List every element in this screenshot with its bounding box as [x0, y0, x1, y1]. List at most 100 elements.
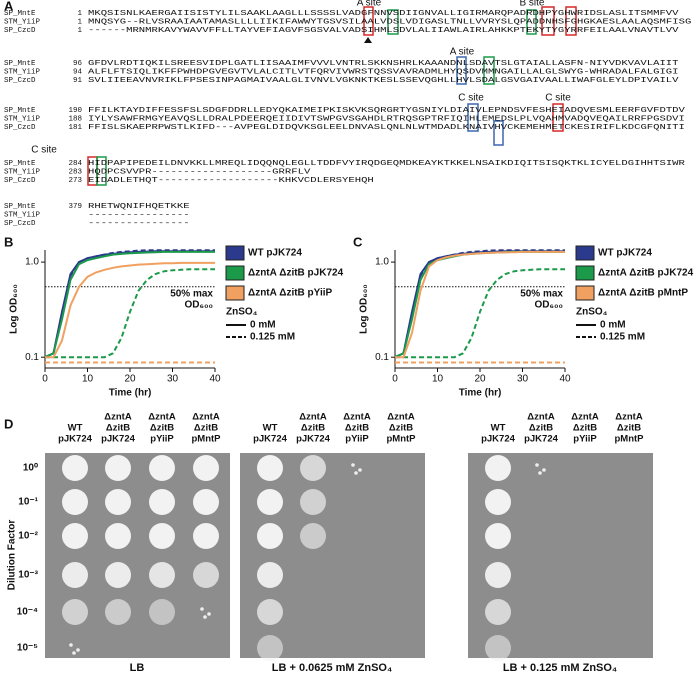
legend-swatch: [575, 265, 595, 281]
colony-spot: [149, 599, 175, 625]
sequence: SVLIIEEAVNVRIKLFPSESINPAGMAIVAALGLIVNVLV…: [88, 77, 679, 85]
colony: [200, 607, 204, 611]
colony: [354, 471, 358, 475]
strain-label: ΔzitB: [529, 423, 553, 434]
colony-spot: [257, 455, 283, 481]
site-box: [387, 9, 399, 35]
panel-label: D: [4, 416, 13, 431]
strain-label: ΔzitB: [194, 423, 218, 434]
site-label: C site: [545, 93, 571, 104]
colony: [72, 651, 76, 655]
colony-spot: [105, 489, 131, 515]
colony-spot: [193, 562, 219, 588]
site-box: [493, 120, 504, 146]
dilution-label: 10⁻²: [18, 531, 38, 542]
colony-spot: [62, 562, 88, 588]
strain-label: WT: [491, 423, 506, 434]
colony-spot: [62, 523, 88, 549]
strain-label: pMntP: [191, 434, 221, 445]
colony: [535, 463, 539, 467]
sequence-start: 94: [73, 68, 83, 76]
colony-spot: [193, 523, 219, 549]
strain-label: ΔzitB: [345, 423, 369, 434]
x-tick-label: 10: [432, 374, 444, 385]
series-line: [395, 268, 565, 359]
y-tick-label: 1.0: [375, 257, 389, 268]
legend-style-label: 0.125 mM: [600, 332, 645, 343]
strain-label: ΔzntA: [299, 412, 327, 423]
legend-label: WT pJK724: [598, 248, 652, 259]
x-tick-label: 20: [124, 374, 136, 385]
plate: [468, 453, 653, 658]
strain-label: pMntP: [614, 434, 644, 445]
legend-style-title: ZnSO₄: [226, 307, 258, 318]
plate: [240, 453, 425, 658]
threshold-label: OD₆₀₀: [534, 299, 563, 310]
plate-caption: LB: [130, 662, 145, 674]
plate: [45, 453, 230, 658]
colony-spot: [105, 523, 131, 549]
threshold-label: 50% max: [170, 288, 213, 299]
site-label: C site: [31, 145, 57, 156]
x-tick-label: 0: [392, 374, 398, 385]
site-box: [96, 156, 107, 186]
sequence: FFILKTAYDIFFESSFSLSDGFDDRLLEDYQKAIMEIPKI…: [88, 107, 686, 115]
strain-label: ΔzntA: [148, 412, 176, 423]
sequence-start: 188: [68, 115, 82, 123]
sequence-start: 1: [77, 18, 82, 26]
x-tick-label: 30: [517, 374, 529, 385]
colony: [358, 468, 362, 472]
sequence-name: STM_YiiP: [4, 68, 41, 76]
strain-label: ΔzitB: [106, 423, 130, 434]
series-line: [395, 250, 565, 359]
strain-label: pJK724: [101, 434, 136, 445]
x-tick-label: 40: [559, 374, 571, 385]
x-axis-title: Time (hr): [109, 388, 152, 399]
legend-style-label: 0.125 mM: [250, 332, 295, 343]
legend-swatch: [225, 265, 245, 281]
site-box: [467, 103, 479, 132]
marker-triangle: [364, 37, 372, 43]
site-box: [363, 6, 374, 36]
sequence-name: SP_MntE: [4, 10, 36, 18]
sequence: HIDPAPIPEDEILDNVKKLLMREQLIDQQNQLEGLLTDDF…: [88, 160, 686, 168]
colony-spot: [300, 455, 326, 481]
colony: [207, 612, 211, 616]
panel-label: C: [353, 234, 363, 249]
strain-label: ΔzitB: [573, 423, 597, 434]
sequence-name: STM_YiiP: [4, 168, 41, 176]
colony-spot: [257, 562, 283, 588]
sequence-start: 1: [77, 10, 82, 18]
y-tick-label: 0.1: [375, 352, 389, 363]
legend-label: WT pJK724: [248, 248, 302, 259]
colony-spot: [193, 489, 219, 515]
series-line: [44, 250, 215, 359]
sequence: GFDVLRDTIQKILSREESVIDPLGATLIISAAIMFVVVLV…: [88, 60, 679, 68]
colony-spot: [149, 455, 175, 481]
sequence-start: 284: [68, 160, 82, 168]
sequence: ------MRNMRKAVYWAVVFFLLTAYVEFIAGVFSGSVAL…: [88, 27, 679, 35]
colony-spot: [62, 489, 88, 515]
sequence: FFISLSKAEPRPWSTLKIFD---AVPEGLDIDQVKSGLEE…: [88, 124, 685, 132]
site-box: [483, 56, 495, 85]
strain-label: WT: [68, 423, 83, 434]
sequence-name: SP_MntE: [4, 160, 36, 168]
site-box: [552, 103, 564, 132]
strain-label: WT: [263, 423, 278, 434]
x-tick-label: 30: [167, 374, 179, 385]
colony-spot: [149, 562, 175, 588]
colony-spot: [485, 455, 511, 481]
colony-spot: [105, 455, 131, 481]
legend-swatch: [575, 245, 595, 261]
legend-label: ΔzntA ΔzitB pJK724: [248, 268, 344, 279]
legend-label: ΔzntA ΔzitB pYiiP: [248, 288, 333, 299]
strain-label: ΔzitB: [301, 423, 325, 434]
series-line: [45, 261, 215, 359]
y-axis-title: Dilution Factor: [7, 520, 18, 591]
strain-label: ΔzntA: [343, 412, 371, 423]
site-label: B site: [519, 0, 544, 9]
plate-caption: LB + 0.0625 mM ZnSO₄: [272, 662, 392, 674]
colony-spot: [485, 523, 511, 549]
colony-spot: [193, 455, 219, 481]
